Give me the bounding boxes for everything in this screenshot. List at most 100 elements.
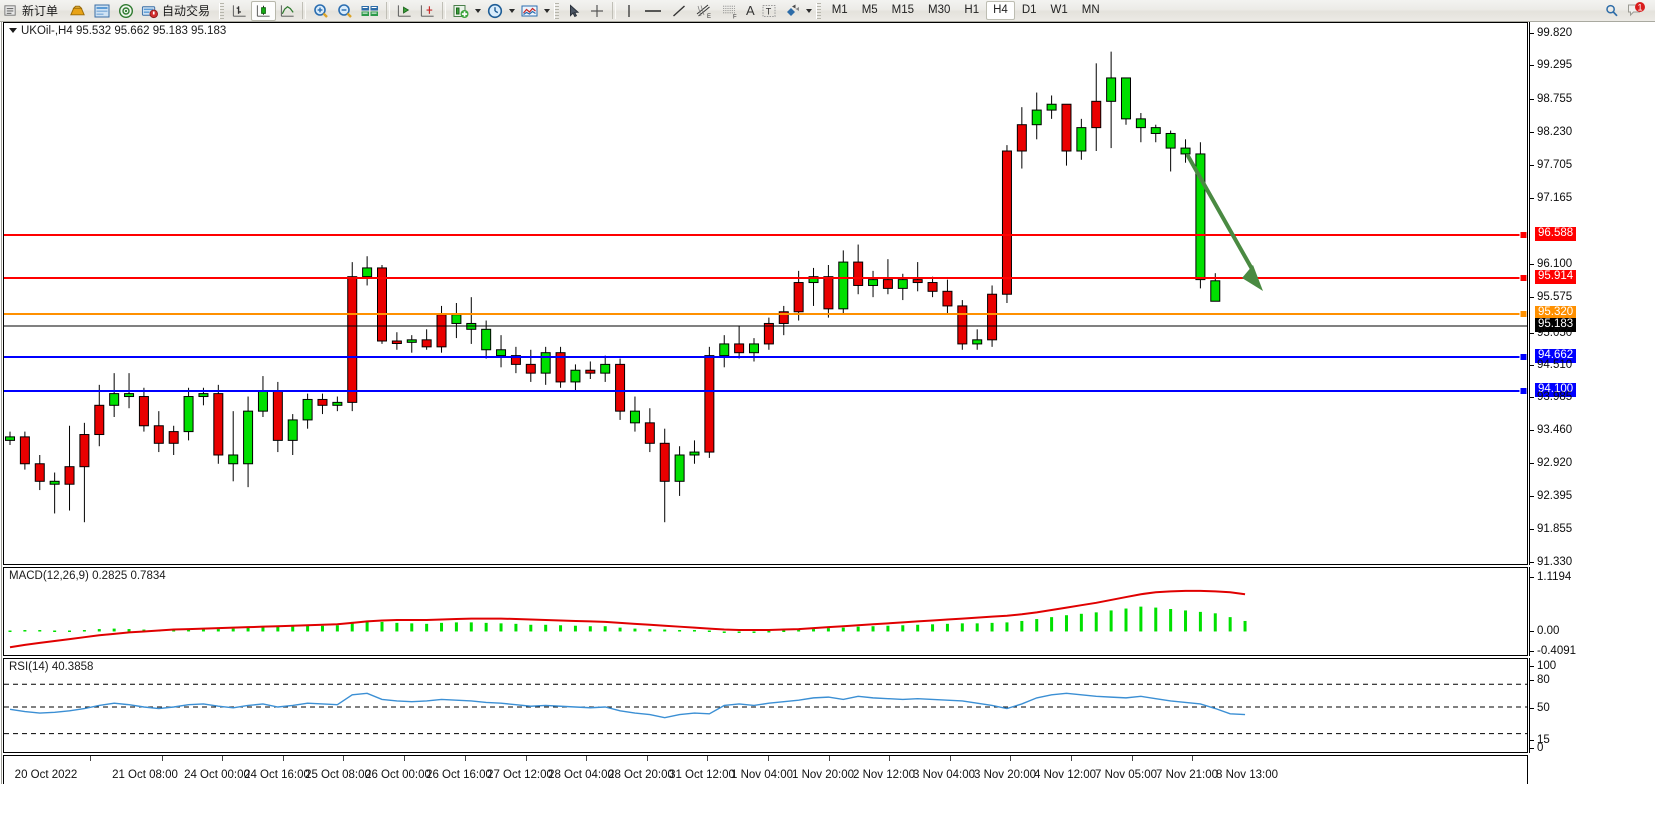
period-button[interactable]	[483, 1, 507, 21]
timeframe-m5[interactable]: M5	[861, 4, 878, 16]
gold-bar-button[interactable]	[65, 1, 90, 21]
macd-histogram-bar	[23, 630, 27, 632]
price-level-handle[interactable]	[1519, 274, 1527, 282]
arrow-shaft[interactable]	[1186, 154, 1254, 271]
time-axis-label: 1 Nov 20:00	[791, 769, 855, 781]
crosshair-button[interactable]	[585, 1, 609, 21]
macd-axis-tick	[1530, 651, 1534, 652]
candlestick-chart-button[interactable]	[251, 0, 277, 21]
price-axis-label: 97.165	[1537, 192, 1573, 204]
market-watch-button[interactable]	[357, 1, 383, 21]
auto-trading-button[interactable]: 自动交易	[138, 1, 217, 21]
timeframe-mn[interactable]: MN	[1081, 4, 1100, 16]
candle-body	[391, 340, 402, 344]
price-axis-label: 98.755	[1537, 93, 1573, 105]
equidistant-channel-button[interactable]: E	[691, 1, 717, 21]
chart-shift-button[interactable]	[393, 1, 416, 21]
macd-histogram-bar	[692, 630, 696, 632]
price-axis-tick	[1530, 529, 1534, 530]
price-level-badge[interactable]: 96.588	[1535, 227, 1577, 241]
templates-button[interactable]	[517, 1, 542, 21]
text-label-button[interactable]: A	[743, 1, 758, 21]
navigator-button[interactable]	[114, 1, 138, 21]
timeframe-m1[interactable]: M1	[831, 4, 848, 16]
time-axis[interactable]: 20 Oct 2022 21 Oct 08:00 24 Oct 00:00 24 Oc…	[3, 755, 1528, 784]
candle-body	[823, 276, 834, 310]
price-axis-label: 94.510	[1537, 359, 1573, 371]
macd-axis[interactable]: 1.1194 0.00 -0.4091	[1529, 567, 1655, 657]
price-axis[interactable]: 99.820 99.295 98.755 98.230 97.705 97.165 96.5…	[1529, 22, 1655, 568]
timeframe-h1[interactable]: H1	[964, 4, 980, 16]
timeframe-m15[interactable]: M15	[891, 4, 915, 16]
macd-histogram-bar	[112, 628, 116, 632]
candle-body	[868, 279, 879, 286]
current-price-badge[interactable]: 95.183	[1535, 318, 1577, 332]
period-dropdown-caret[interactable]	[509, 8, 516, 13]
notifications-button[interactable]: 1	[1623, 1, 1649, 21]
toolbar-grip-1[interactable]	[219, 2, 225, 19]
candle-body	[49, 480, 60, 485]
timeframe-d1[interactable]: D1	[1021, 4, 1037, 16]
macd-histogram-bar	[588, 626, 592, 632]
time-axis-label: 28 Oct 20:00	[608, 769, 674, 781]
arrows-dropdown-caret[interactable]	[805, 8, 812, 13]
price-axis-tick	[1530, 562, 1534, 563]
price-axis-label: 96.100	[1537, 258, 1573, 270]
indicators-dropdown-caret[interactable]	[475, 8, 482, 13]
auto-scroll-button[interactable]	[416, 1, 439, 21]
price-axis-tick	[1530, 264, 1534, 265]
macd-histogram-bar	[82, 630, 86, 632]
macd-pane[interactable]: MACD(12,26,9) 0.2825 0.7834	[3, 567, 1528, 656]
rsi-axis-label: 50	[1537, 702, 1550, 714]
data-window-button[interactable]	[90, 1, 114, 21]
symbol-dropdown-caret[interactable]	[9, 28, 17, 33]
price-level-handle[interactable]	[1519, 353, 1527, 361]
cursor-button[interactable]	[563, 1, 585, 21]
price-chart-pane[interactable]: UKOil-,H4 95.532 95.662 95.183 95.183	[3, 22, 1528, 565]
price-level-handle[interactable]	[1519, 387, 1527, 395]
search-button[interactable]	[1601, 1, 1623, 21]
price-level-handle[interactable]	[1519, 231, 1527, 239]
toolbar-grip-3[interactable]	[815, 2, 821, 19]
chart-vertical-scroll-grip[interactable]	[0, 22, 3, 784]
vertical-line-button[interactable]	[619, 1, 639, 21]
text-box-button[interactable]: T	[758, 1, 780, 21]
price-level-badge[interactable]: 95.320	[1535, 306, 1577, 320]
rsi-pane[interactable]: RSI(14) 40.3858	[3, 658, 1528, 753]
line-chart-icon	[280, 4, 294, 17]
timeframe-w1[interactable]: W1	[1050, 4, 1068, 16]
indicator-list-button[interactable]	[449, 1, 473, 21]
price-level-badge[interactable]: 94.100	[1535, 383, 1577, 397]
candle-body	[243, 410, 254, 465]
price-level-lines[interactable]	[4, 23, 1527, 564]
horizontal-line-button[interactable]	[639, 1, 667, 21]
price-level-badge[interactable]: 94.662	[1535, 349, 1577, 363]
candle-body	[674, 454, 685, 482]
timeframe-m30[interactable]: M30	[928, 4, 951, 16]
new-order-button[interactable]: 新订单	[0, 1, 65, 21]
trendline-button[interactable]	[667, 1, 691, 21]
price-level-handle[interactable]	[1519, 310, 1527, 318]
rsi-axis[interactable]: 100 80 50 15 0	[1529, 658, 1655, 754]
timeframe-h4[interactable]: H4	[986, 1, 1015, 20]
macd-histogram-bar	[1228, 617, 1232, 632]
price-level-badge[interactable]: 95.914	[1535, 270, 1577, 284]
arrows-button[interactable]	[780, 1, 804, 21]
line-chart-button[interactable]	[276, 1, 299, 21]
trend-arrow-annotation[interactable]	[4, 23, 1527, 564]
indicators-icon	[361, 5, 379, 16]
arrow-head[interactable]	[1242, 265, 1263, 291]
zoom-in-button[interactable]	[309, 1, 333, 21]
candle-body	[302, 398, 313, 421]
toolbar-grip-2[interactable]	[554, 2, 560, 19]
candle-body	[882, 279, 893, 289]
templates-dropdown-caret[interactable]	[544, 8, 551, 13]
bar-chart-button[interactable]	[228, 1, 251, 21]
rsi-axis-label: 15	[1537, 734, 1550, 746]
fibonacci-button[interactable]: F	[717, 1, 743, 21]
macd-histogram-bar	[1005, 622, 1009, 632]
zoom-out-button[interactable]	[333, 1, 357, 21]
candlestick-series	[5, 51, 1221, 523]
macd-histogram-bar	[544, 624, 548, 632]
candle-body	[510, 355, 521, 365]
